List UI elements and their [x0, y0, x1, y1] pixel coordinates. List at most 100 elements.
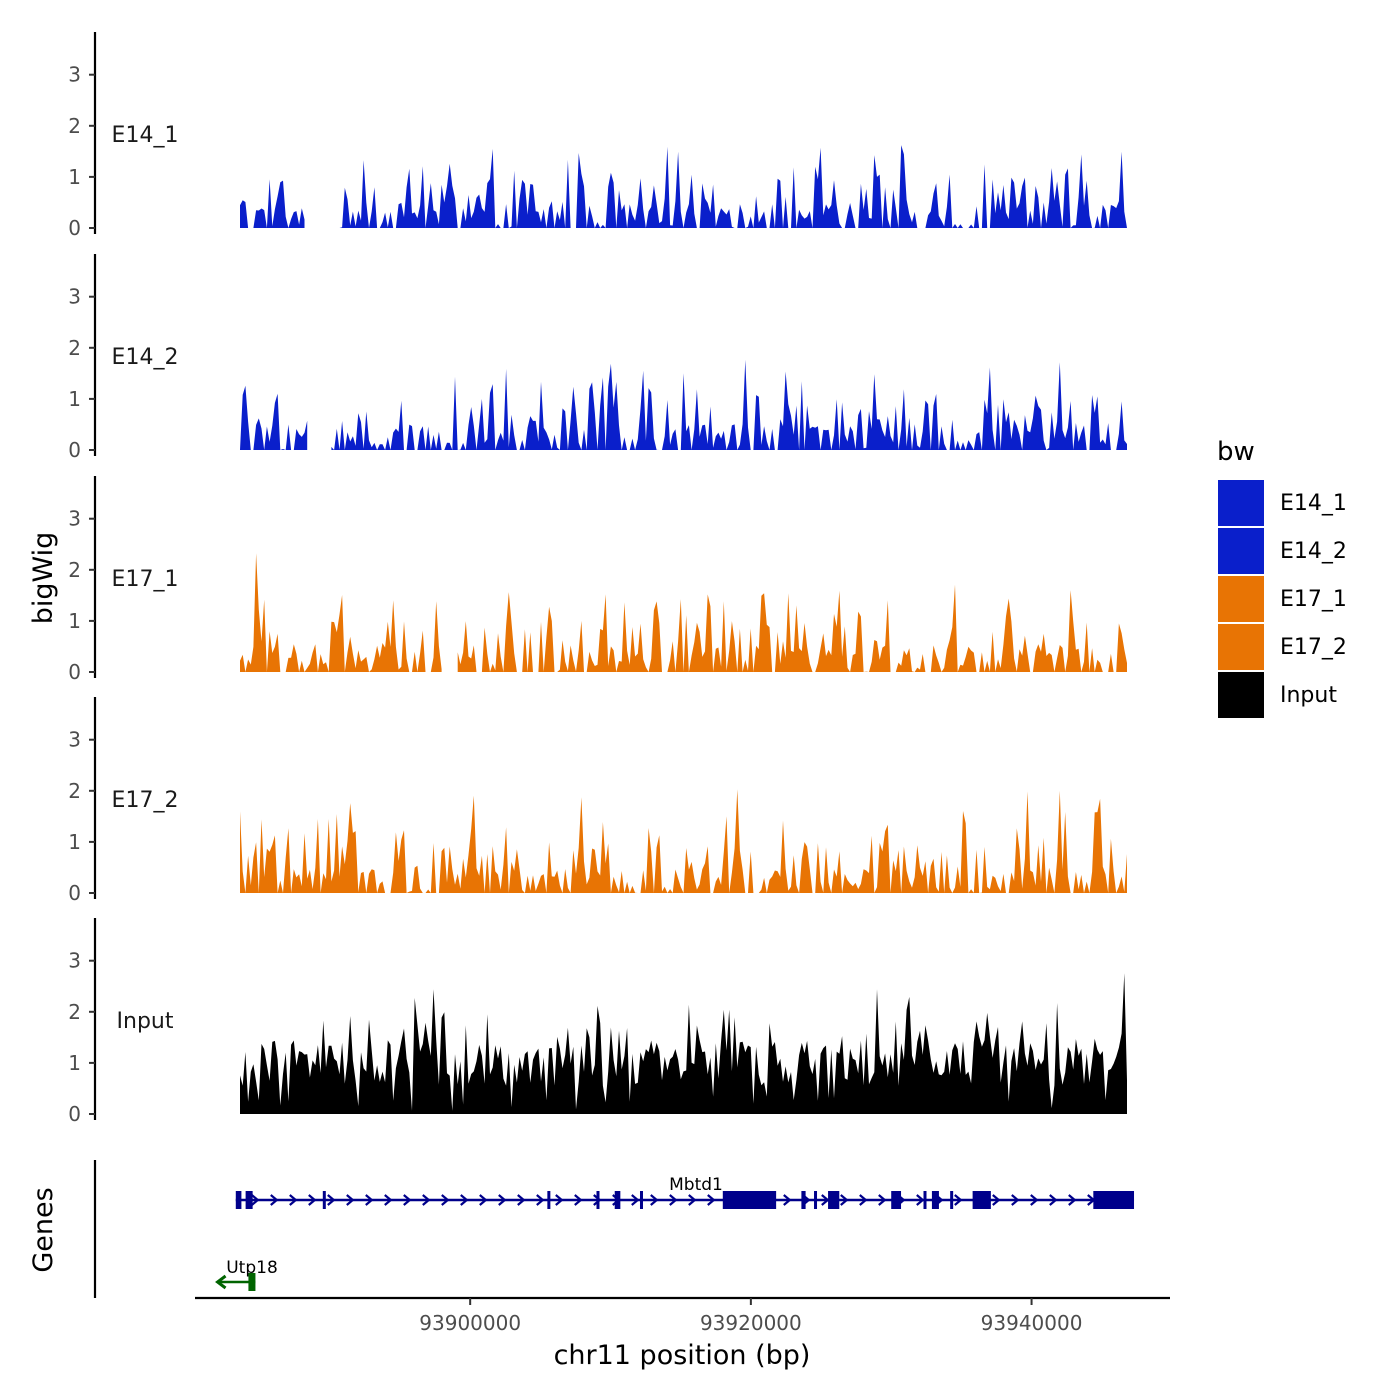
strand-arrow [916, 1194, 925, 1206]
track-e14-2: 0 1 2 3 E14_2 [68, 254, 1127, 462]
strand-arrow [1030, 1194, 1039, 1206]
strand-arrow [536, 1194, 545, 1206]
y-tick-label: 2 [68, 114, 81, 138]
x-axis-title: chr11 position (bp) [554, 1340, 811, 1371]
coverage-area [240, 973, 1127, 1114]
y-tick-label: 0 [68, 438, 81, 462]
y-tick-label: 3 [68, 507, 81, 531]
legend-swatch [1218, 528, 1264, 574]
y-tick-label: 1 [68, 609, 81, 633]
gene-exon [245, 1191, 253, 1209]
strand-arrow [308, 1194, 317, 1206]
gene-mbtd1: Mbtd1 [235, 1175, 1135, 1209]
strand-arrow [327, 1194, 336, 1206]
track-label: Input [117, 1009, 174, 1034]
gene-exon [248, 1273, 256, 1291]
y-tick-label: 2 [68, 1000, 81, 1024]
coverage-tracks: 0 1 2 3 E14_1 0 1 2 3 E14_2 0 1 2 3 E17_1 0 1 2 3 E17_2 0 1 2 3… [68, 32, 1127, 1126]
gene-track: Mbtd1 Utp18 [93, 1160, 1135, 1298]
strand-arrow [840, 1194, 849, 1206]
legend-label: E17_2 [1280, 635, 1347, 660]
gene-exon [891, 1191, 902, 1209]
gene-exon [931, 1191, 939, 1209]
strand-arrow [878, 1194, 887, 1206]
gene-exon [235, 1191, 242, 1209]
gene-exon [972, 1191, 991, 1209]
strand-arrow [1049, 1194, 1058, 1206]
strand-arrow [441, 1194, 450, 1206]
track-label: E14_2 [112, 345, 179, 370]
coverage-area [240, 145, 1127, 228]
gene-exon [639, 1191, 643, 1209]
legend-label: E14_1 [1280, 491, 1347, 516]
y-tick-label: 0 [68, 660, 81, 684]
track-label: E14_1 [112, 123, 179, 148]
gene-utp18: Utp18 [215, 1258, 278, 1291]
genes-axis-title: Genes [28, 1187, 59, 1272]
track-input: 0 1 2 3 Input [68, 918, 1127, 1126]
gene-exon [1093, 1191, 1135, 1209]
strand-arrow [479, 1194, 488, 1206]
gene-exon [923, 1191, 927, 1209]
gene-exon [814, 1191, 818, 1209]
y-tick-label: 0 [68, 1102, 81, 1126]
y-tick-label: 3 [68, 949, 81, 973]
coverage-area [240, 553, 1127, 672]
x-axis: 93900000 93920000 93940000 [195, 1296, 1170, 1335]
strand-arrow [669, 1194, 678, 1206]
legend-label: E17_1 [1280, 587, 1347, 612]
strand-arrow [688, 1194, 697, 1206]
strand-arrow [783, 1194, 792, 1206]
strand-arrow [384, 1194, 393, 1206]
y-tick-label: 2 [68, 779, 81, 803]
strand-arrow [270, 1194, 279, 1206]
strand-arrow [631, 1194, 640, 1206]
strand-arrow [215, 1274, 227, 1290]
strand-arrow [289, 1194, 298, 1206]
strand-arrow [593, 1194, 602, 1206]
strand-arrow [346, 1194, 355, 1206]
y-tick-label: 2 [68, 336, 81, 360]
track-e17-1: 0 1 2 3 E17_1 [68, 476, 1127, 684]
x-tick-label: 93940000 [981, 1311, 1083, 1335]
gene-exon [722, 1191, 777, 1209]
coverage-area [240, 359, 1127, 450]
legend-swatch [1218, 624, 1264, 670]
gene-exon [322, 1191, 326, 1209]
legend-swatch [1218, 672, 1264, 718]
legend-label: Input [1280, 683, 1337, 708]
strand-arrow [365, 1194, 374, 1206]
strand-arrow [707, 1194, 716, 1206]
y-tick-label: 0 [68, 216, 81, 240]
legend-title: bw [1217, 437, 1255, 467]
strand-arrow [498, 1194, 507, 1206]
strand-arrow [954, 1194, 963, 1206]
strand-arrow [403, 1194, 412, 1206]
strand-arrow [251, 1194, 260, 1206]
gene-exon [596, 1191, 600, 1209]
gene-exon [547, 1191, 551, 1209]
gene-exon [828, 1191, 840, 1209]
gene-exon [614, 1191, 621, 1209]
y-tick-label: 1 [68, 387, 81, 411]
y-tick-label: 3 [68, 728, 81, 752]
coverage-area [240, 789, 1127, 893]
track-label: E17_2 [112, 788, 179, 813]
legend-swatch [1218, 576, 1264, 622]
gene-label: Mbtd1 [669, 1175, 723, 1195]
strand-arrow [992, 1194, 1001, 1206]
y-tick-label: 1 [68, 1051, 81, 1075]
strand-arrow [574, 1194, 583, 1206]
strand-arrow [517, 1194, 526, 1206]
track-e17-2: 0 1 2 3 E17_2 [68, 697, 1127, 905]
track-e14-1: 0 1 2 3 E14_1 [68, 32, 1127, 240]
strand-arrow [422, 1194, 431, 1206]
x-tick-label: 93900000 [419, 1311, 521, 1335]
y-tick-label: 1 [68, 165, 81, 189]
strand-arrow [460, 1194, 469, 1206]
gene-label: Utp18 [226, 1258, 278, 1278]
legend-swatch [1218, 480, 1264, 526]
strand-arrow [555, 1194, 564, 1206]
gene-exon [950, 1191, 954, 1209]
